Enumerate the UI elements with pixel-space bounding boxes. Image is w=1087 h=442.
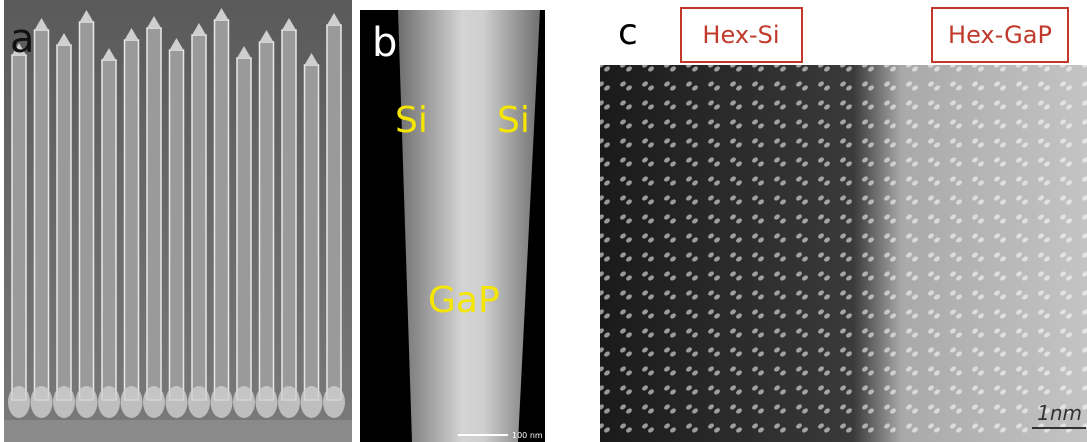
atomic-lattice <box>600 65 1087 442</box>
nanowire <box>35 30 49 400</box>
nanowire <box>166 386 188 418</box>
scale-bar-label: 1nm <box>1037 401 1082 425</box>
scale-bar-label: 100 nm <box>512 431 543 440</box>
nanowire <box>147 28 161 400</box>
nanowire <box>143 386 165 418</box>
nanowire <box>98 386 120 418</box>
nanowire <box>12 55 26 400</box>
page: {"panels": [ {"label": "a"}, {"label": "… <box>0 0 1087 442</box>
nanowire <box>305 65 319 400</box>
nanowire <box>215 20 229 400</box>
nanowires <box>8 8 345 418</box>
nanowire <box>125 40 139 400</box>
panel-label: b <box>372 20 397 66</box>
region-label: Hex-GaP <box>948 21 1052 49</box>
nanowire <box>192 35 206 400</box>
panel-label: c <box>618 12 638 53</box>
annotation: GaP <box>428 280 500 321</box>
nanowire <box>31 386 53 418</box>
nanowire <box>8 386 30 418</box>
nanowire <box>121 386 143 418</box>
nanowire <box>188 386 210 418</box>
nanowire <box>282 30 296 400</box>
nanowire <box>76 386 98 418</box>
nanowire <box>256 386 278 418</box>
annotation: Si <box>497 100 530 141</box>
nanowire <box>327 25 341 400</box>
nanowire <box>211 386 233 418</box>
region-label: Hex-Si <box>702 21 779 49</box>
substrate <box>4 420 352 442</box>
nanowire <box>278 386 300 418</box>
nanowire <box>57 45 71 400</box>
nanowire <box>53 386 75 418</box>
nanowire <box>323 386 345 418</box>
annotation: Si <box>395 100 428 141</box>
nanowire <box>301 386 323 418</box>
panel-label: a <box>10 16 35 62</box>
nanowire <box>102 60 116 400</box>
nanowire <box>398 10 540 442</box>
nanowire <box>260 42 274 400</box>
nanowire <box>80 22 94 400</box>
nanowire <box>237 58 251 400</box>
nanowire <box>170 50 184 400</box>
nanowire <box>233 386 255 418</box>
figure: a b Si Si GaP 100 nm c Hex-Si Hex-GaP 1n… <box>0 0 1087 442</box>
